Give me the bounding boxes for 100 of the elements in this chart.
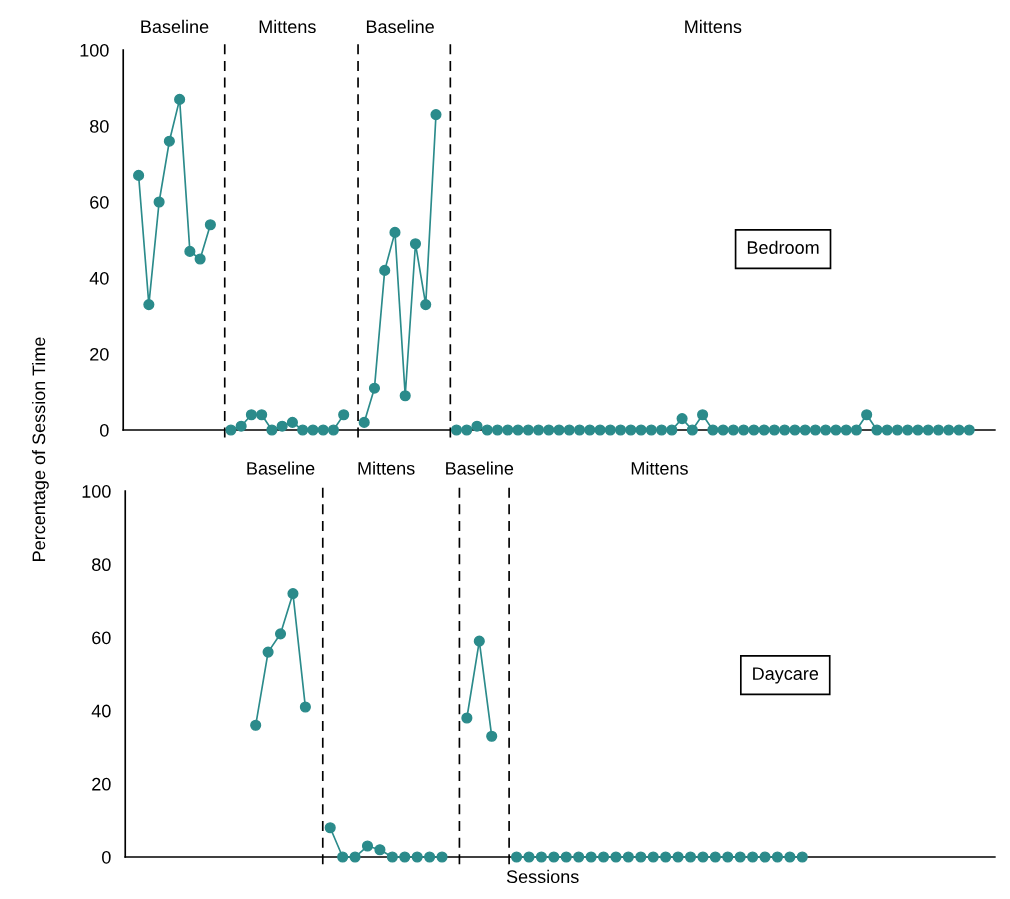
point [553,424,565,436]
point [656,424,668,436]
point [840,424,852,436]
point [809,424,821,436]
y-tick-label: 80 [90,119,109,133]
point [747,851,759,863]
point [512,424,524,436]
point [902,424,914,436]
point [358,416,370,428]
point [386,851,398,863]
point [891,424,903,436]
point [796,851,808,863]
point [511,851,523,863]
point [615,424,627,436]
point [932,424,945,436]
point [491,424,504,436]
text: Baseline [366,19,434,34]
point [881,424,893,436]
point [399,390,411,402]
point [317,424,329,436]
point [666,424,678,436]
point [768,424,780,436]
point [560,851,572,863]
point [963,424,975,436]
y-tick-label: 40 [91,704,111,718]
point [543,424,555,436]
point [250,719,262,731]
point [297,424,309,436]
point [684,851,697,863]
y-tick-label: 80 [92,558,111,572]
point [953,424,965,436]
point [266,424,278,436]
y-axis-title: Percentage of Session Time [31,337,49,561]
point [758,424,770,436]
point [584,424,596,436]
point [523,851,535,863]
y-tick-label: 20 [92,777,111,791]
point [647,851,659,863]
text: Baseline [141,19,209,34]
point [635,424,647,436]
text: Mittens [358,461,415,475]
point [734,851,746,863]
point [486,730,498,742]
point [450,424,463,436]
text: Baseline [247,461,315,475]
point [361,840,374,852]
point [660,851,672,863]
text: Mittens [685,19,742,34]
y-tick-label: 0 [102,850,111,864]
point [307,424,319,436]
point [262,646,274,658]
annotation: Daycare [753,667,819,684]
point [676,413,688,425]
point [204,219,216,231]
point [597,851,610,863]
annotation: Bedroom [747,240,819,254]
point [274,628,287,640]
y-tick-label: 0 [100,423,109,437]
point [256,409,268,421]
point [573,424,586,436]
text: Mittens [259,19,316,34]
point [337,851,349,863]
point [420,299,432,311]
point [722,851,734,863]
point [707,424,719,436]
point [610,851,622,863]
point [461,424,473,436]
point [697,851,709,863]
point [625,424,637,436]
point [548,851,560,863]
y-tick-label: 40 [89,271,109,285]
point [174,93,186,105]
point [379,264,391,276]
point [635,851,647,863]
point [532,424,545,436]
point [338,409,350,421]
point [830,424,842,436]
point [399,851,411,863]
point [502,424,514,436]
point [799,424,811,436]
point [368,382,381,394]
y-tick-label: 100 [80,43,109,57]
point [861,409,873,421]
point [686,424,698,436]
point [871,424,883,436]
point [473,635,485,647]
point [481,424,493,436]
point [287,588,299,600]
point [327,424,339,436]
point [245,409,257,421]
point [143,299,155,311]
point [738,424,750,436]
y-tick-label: 60 [90,195,109,209]
point [748,424,760,436]
point [389,226,401,238]
point [349,851,361,863]
point [286,416,298,428]
point [585,851,597,863]
point [535,851,547,863]
y-tick-label: 60 [92,631,111,645]
